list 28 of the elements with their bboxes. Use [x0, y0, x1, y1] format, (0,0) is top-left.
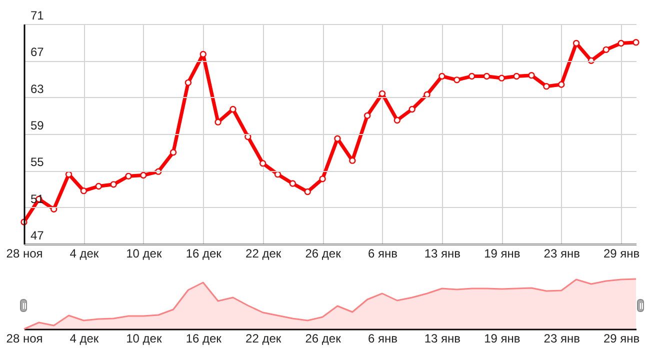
x-tick-label: 19 янв: [484, 332, 520, 346]
y-tick-label: 47: [30, 228, 44, 242]
x-tick-label: 10 дек: [126, 332, 162, 346]
x-tick-label: 29 янв: [603, 332, 640, 346]
x-tick-label: 4 дек: [70, 246, 100, 260]
x-tick-label: 28 ноя: [6, 332, 43, 346]
x-tick-label: 22 дек: [246, 246, 282, 260]
x-tick-label: 16 дек: [186, 332, 222, 346]
x-tick-label: 6 янв: [368, 332, 398, 346]
y-tick-label: 55: [30, 155, 44, 170]
y-tick-label: 63: [30, 82, 44, 96]
x-tick-label: 26 дек: [305, 332, 342, 346]
y-tick-label: 59: [30, 118, 44, 132]
y-tick-label: 71: [30, 8, 44, 22]
x-tick-label: 6 янв: [368, 246, 398, 260]
x-tick-label: 19 янв: [484, 246, 520, 260]
x-tick-label: 28 ноя: [6, 246, 43, 260]
x-tick-label: 23 янв: [544, 332, 580, 346]
x-tick-label: 10 дек: [126, 246, 162, 260]
x-tick-label: 22 дек: [246, 332, 282, 346]
x-tick-label: 29 янв: [603, 246, 640, 260]
x-tick-label: 16 дек: [186, 246, 222, 260]
x-tick-label: 4 дек: [70, 332, 100, 346]
x-tick-label: 26 дек: [305, 246, 342, 260]
y-tick-label: 67: [30, 45, 44, 60]
x-tick-label: 13 янв: [424, 332, 461, 346]
x-tick-label: 23 янв: [544, 246, 580, 260]
x-tick-label: 13 янв: [424, 246, 461, 260]
